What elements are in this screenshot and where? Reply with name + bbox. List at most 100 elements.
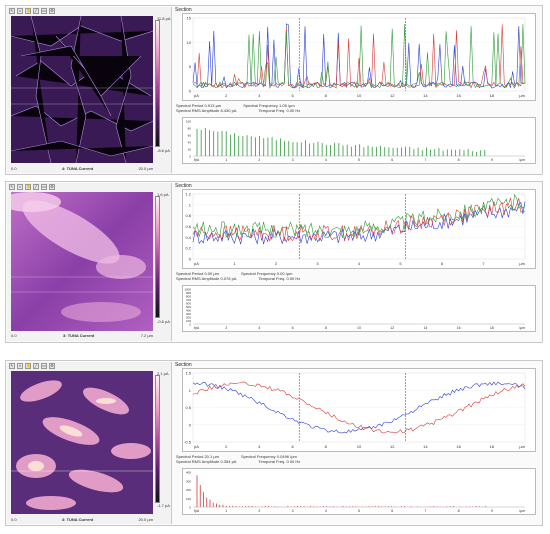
section-profile-plot[interactable]: 15 10 5 0 2 4 6 8 10 12 14 16 18 µm pA xyxy=(182,13,536,101)
spec-y-tick-label: 100 xyxy=(186,120,191,124)
afm-image[interactable] xyxy=(11,16,153,163)
y-unit-label: pA xyxy=(194,261,199,266)
color-scale-bar xyxy=(155,196,160,318)
spec-y-tick-label: 400 xyxy=(186,471,191,475)
spec-x-tick-label: 8 xyxy=(458,158,460,162)
y-tick-label: 5 xyxy=(189,64,192,69)
spec-y-tick-label: 300 xyxy=(186,479,191,483)
spec-x-tick-label: 8 xyxy=(458,509,460,513)
spec-y-tick-label: 0 xyxy=(189,155,191,159)
hand-icon[interactable]: ✋ xyxy=(25,8,31,14)
ruler-icon[interactable]: ▭ xyxy=(41,363,47,369)
pointer-icon[interactable]: ↖ xyxy=(9,184,15,190)
hand-icon[interactable]: ✋ xyxy=(25,363,31,369)
section-info: Spectral Period 0.00 µm Spectral Frequen… xyxy=(176,271,538,281)
scale-max-label: 2.1 pA xyxy=(157,371,169,376)
image-size-label: 20.0 µm xyxy=(138,166,153,171)
line-icon[interactable]: ╱ xyxy=(33,8,39,14)
ruler-icon[interactable]: ▭ xyxy=(41,184,47,190)
x-tick-label: 4 xyxy=(358,261,361,266)
profile-trace xyxy=(192,381,526,434)
temporal-freq: Temporal Freq. 0.00 Hz xyxy=(258,108,301,113)
pointer-icon[interactable]: ↖ xyxy=(9,8,15,14)
y-tick-label: 1.2 xyxy=(185,192,191,197)
image-pane: ↖ ⌕ ✋ ╱ ▭ ⚙ xyxy=(7,362,172,524)
x-tick-label: 10 xyxy=(357,93,362,98)
spec-y-unit: fpA xyxy=(194,158,200,162)
scale-min-label: -0.6 pA xyxy=(157,319,170,324)
spec-y-unit: fpA xyxy=(194,509,200,513)
section-profile-plot[interactable]: 1.2 1 0.8 0.6 0.4 0.2 0 1 2 3 4 5 6 7 µm pA xyxy=(182,189,536,269)
image-size-label: 20.0 µm xyxy=(138,517,153,522)
image-toolbar: ↖ ⌕ ✋ ╱ ▭ ⚙ xyxy=(9,8,55,15)
spec-y-tick-label: 0 xyxy=(189,506,191,510)
spectrum-plot[interactable]: 100 80 60 40 20 0 1 2 3 4 5 6 7 8 9/µm fpA xyxy=(182,117,536,164)
x-tick-label: 7 xyxy=(482,261,485,266)
spectral-period: Spectral Period 0.913 µm xyxy=(176,103,222,108)
y-tick-label: 1.5 xyxy=(185,371,191,376)
image-title: 4: TUNA Current xyxy=(61,166,94,171)
afm-image[interactable] xyxy=(11,371,153,514)
settings-icon[interactable]: ⚙ xyxy=(49,8,55,14)
temporal-freq: Temporal Freq. 0.00 Hz xyxy=(258,459,301,464)
y-tick-label: 0.8 xyxy=(185,213,191,218)
settings-icon[interactable]: ⚙ xyxy=(49,363,55,369)
image-caption: 0.0 3: TUNA Current 20.0 µm xyxy=(11,517,153,522)
profile-trace xyxy=(192,193,526,239)
zoom-icon[interactable]: ⌕ xyxy=(17,363,23,369)
y-tick-label: 0.4 xyxy=(185,235,191,240)
spec-x-tick-label: 6 xyxy=(391,509,393,513)
spec-y-unit: fpA xyxy=(194,326,200,330)
zoom-icon[interactable]: ⌕ xyxy=(17,8,23,14)
spectrum-plot[interactable]: 400 300 200 100 0 1 2 3 4 5 6 7 8 9/µm fpA xyxy=(182,468,536,515)
analysis-panel-2: ↖ ⌕ ✋ ╱ ▭ ⚙ xyxy=(5,181,543,343)
image-caption: 0.0 4: TUNA Current 20.0 µm xyxy=(11,166,153,171)
scale-min-label: -1.7 pA xyxy=(157,503,170,508)
section-pane: Section 15 10 5 0 2 4 6 8 10 12 14 16 18 µm pA Spectra… xyxy=(174,7,540,173)
spec-y-tick-label: 700 xyxy=(186,298,191,302)
image-size-label: 7.2 µm xyxy=(140,333,153,338)
spec-x-tick-label: 4 xyxy=(258,326,260,330)
spec-x-tick-label: 2 xyxy=(225,326,227,330)
afm-image[interactable] xyxy=(11,192,153,331)
section-info: Spectral Period 0.913 µm Spectral Freque… xyxy=(176,103,538,113)
spec-x-tick-label: 18 xyxy=(490,326,494,330)
x-unit-label: µm xyxy=(519,93,525,98)
x-tick-label: 4 xyxy=(258,444,261,449)
x-tick-label: 4 xyxy=(258,93,261,98)
image-pane: ↖ ⌕ ✋ ╱ ▭ ⚙ xyxy=(7,7,172,173)
y-tick-label: -0.5 xyxy=(184,440,192,445)
spec-x-tick-label: 6 xyxy=(391,158,393,162)
spec-y-tick-label: 0 xyxy=(189,323,191,327)
line-icon[interactable]: ╱ xyxy=(33,363,39,369)
spec-x-tick-label: 1 xyxy=(225,158,227,162)
section-title: Section xyxy=(175,183,192,189)
spec-y-tick-label: 500 xyxy=(186,305,191,309)
spec-x-tick-label: 3 xyxy=(292,158,294,162)
x-tick-label: 6 xyxy=(291,444,294,449)
y-tick-label: 0 xyxy=(189,89,192,94)
x-tick-label: 2 xyxy=(275,261,278,266)
spec-x-tick-label: 6 xyxy=(292,326,294,330)
spectral-period: Spectral Period 20.1 µm xyxy=(176,454,219,459)
spectral-rms: Spectral RMS Amplitude 8.430 pA xyxy=(176,108,237,113)
spec-x-tick-label: 9 xyxy=(491,158,493,162)
spectral-frequency: Spectral Frequency 0.0496 /µm xyxy=(241,454,297,459)
spec-x-tick-label: 4 xyxy=(325,509,327,513)
pointer-icon[interactable]: ↖ xyxy=(9,363,15,369)
x-tick-label: 18 xyxy=(490,93,495,98)
spec-x-tick-label: 7 xyxy=(424,509,426,513)
profile-trace xyxy=(192,24,526,89)
ruler-icon[interactable]: ▭ xyxy=(41,8,47,14)
x-unit-label: µm xyxy=(519,261,525,266)
spec-y-tick-label: 300 xyxy=(186,312,191,316)
settings-icon[interactable]: ⚙ xyxy=(49,184,55,190)
zoom-icon[interactable]: ⌕ xyxy=(17,184,23,190)
image-pane: ↖ ⌕ ✋ ╱ ▭ ⚙ xyxy=(7,183,172,341)
spectrum-plot[interactable]: 1000 900 800 700 600 500 400 300 200 100 0 2 4 6 8 10 12… xyxy=(182,285,536,332)
hand-icon[interactable]: ✋ xyxy=(25,184,31,190)
image-toolbar: ↖ ⌕ ✋ ╱ ▭ ⚙ xyxy=(9,363,55,370)
spectral-frequency: Spectral Frequency 0.00 /µm xyxy=(241,271,293,276)
section-profile-plot[interactable]: 1.5 1 0.5 0 -0.5 2 4 6 8 10 12 14 16 18 µm pA xyxy=(182,368,536,452)
line-icon[interactable]: ╱ xyxy=(33,184,39,190)
